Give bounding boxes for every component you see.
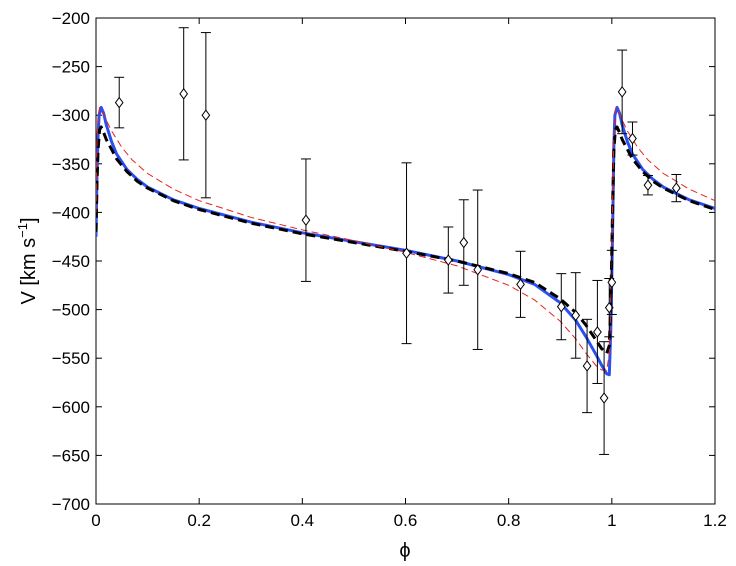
diamond-marker [643, 179, 653, 192]
y-tick-label: −600 [52, 398, 90, 417]
y-tick-label: −450 [52, 252, 90, 271]
y-tick-label: −250 [52, 58, 90, 77]
data-point [401, 162, 412, 345]
y-tick-label: −300 [52, 106, 90, 125]
data-point [606, 249, 617, 315]
diamond-marker [402, 247, 411, 260]
data-point [592, 279, 603, 384]
diamond-marker [443, 254, 453, 266]
diamond-marker [459, 236, 469, 249]
diamond-marker [114, 96, 124, 109]
y-tick-label: −550 [52, 349, 90, 368]
data-point [556, 273, 567, 341]
data-point [582, 318, 593, 414]
data-point [515, 250, 526, 318]
diamond-marker [582, 360, 592, 372]
data-point [443, 226, 454, 294]
y-tick-label: −350 [52, 155, 90, 174]
diamond-marker [201, 109, 211, 122]
y-axis-title: V [km s−1] [15, 217, 40, 304]
data-point [300, 158, 311, 282]
y-axis-title-close: ] [18, 217, 40, 223]
data-point [114, 76, 125, 129]
diamond-marker [671, 182, 681, 194]
y-tick-label: −700 [52, 495, 90, 514]
data-point [617, 49, 628, 135]
axis-ticks: 0 0.2 0.4 0.6 0.8 1 1.2 −700 −650 −600 −550 −500 −45… [52, 9, 727, 530]
y-axis-title-superscript: −1 [15, 223, 30, 238]
diamond-marker [628, 132, 637, 145]
diamond-marker [301, 214, 311, 227]
y-tick-label: −400 [52, 203, 90, 222]
data-point [599, 341, 610, 455]
data-point [200, 32, 211, 199]
diamond-marker [556, 300, 566, 313]
diamond-marker [599, 392, 609, 404]
data-point [642, 174, 653, 196]
x-tick-label: 1 [607, 511, 616, 530]
model-curve-black-dashed [96, 125, 715, 355]
data-point [627, 121, 638, 156]
data-point [570, 272, 581, 359]
diamond-marker [571, 309, 581, 322]
x-tick-label: 0.2 [187, 511, 211, 530]
diamond-marker [516, 278, 525, 291]
model-curve-red-dashed [96, 106, 715, 372]
data-point [458, 199, 469, 286]
diamond-marker [607, 276, 617, 289]
observed-points [114, 27, 682, 455]
x-tick-label: 1.2 [703, 511, 727, 530]
x-tick-label: 0.6 [394, 511, 418, 530]
x-tick-label: 0 [91, 511, 100, 530]
y-tick-label: −500 [52, 301, 90, 320]
diamond-marker [473, 263, 483, 276]
data-point [671, 173, 682, 203]
x-tick-label: 0.8 [497, 511, 521, 530]
diamond-marker [593, 326, 602, 338]
y-axis-title-main: V [km s [18, 238, 40, 305]
diamond-marker [179, 87, 189, 100]
data-point [178, 27, 189, 161]
y-tick-label: −200 [52, 9, 90, 28]
x-tick-label: 0.4 [291, 511, 315, 530]
data-point [472, 189, 483, 350]
diamond-marker [617, 86, 627, 98]
y-tick-label: −650 [52, 446, 90, 465]
x-axis-title: ϕ [399, 540, 410, 562]
